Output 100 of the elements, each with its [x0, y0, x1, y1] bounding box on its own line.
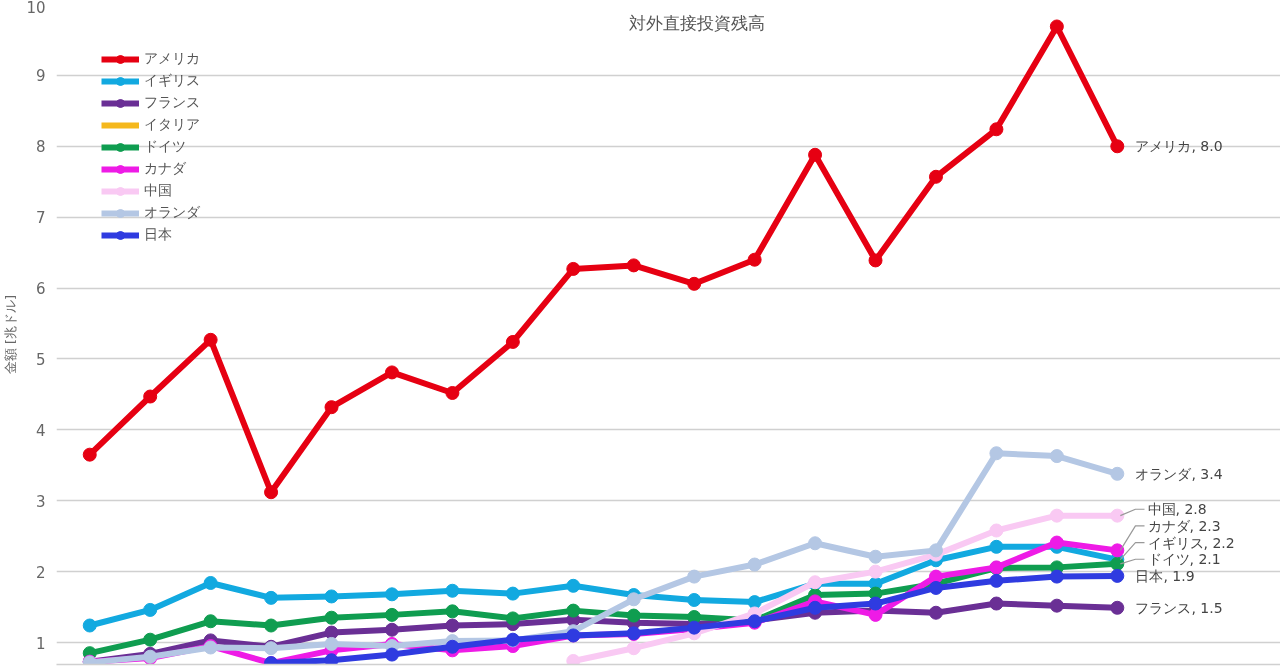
- point: [626, 258, 641, 273]
- point: [626, 592, 641, 607]
- text: 対外直接投資残高: [628, 12, 765, 33]
- y-tick-label: 6: [35, 280, 46, 299]
- point: [384, 587, 399, 602]
- y-tick-label: 8: [35, 138, 46, 157]
- point: [928, 605, 943, 620]
- y-tick-label: 1: [35, 634, 46, 653]
- point: [747, 557, 762, 572]
- legend-label: 中国: [144, 182, 172, 200]
- point: [445, 386, 460, 400]
- point: [264, 590, 279, 605]
- point: [505, 334, 520, 349]
- point: [445, 639, 460, 654]
- point: [445, 618, 460, 633]
- point: [989, 446, 1004, 461]
- point: [687, 569, 702, 584]
- point: [505, 586, 520, 601]
- data-label: ドイツ, 2.1: [1147, 551, 1221, 568]
- point: [324, 636, 339, 651]
- point: [384, 647, 399, 662]
- legend-label: カナダ: [144, 160, 186, 178]
- point: [1049, 449, 1064, 464]
- point: [808, 536, 823, 551]
- legend-label: オランダ: [144, 204, 200, 222]
- y-tick-label: 5: [35, 350, 46, 369]
- point: [1049, 508, 1064, 523]
- point: [384, 622, 399, 637]
- data-label: フランス, 1.5: [1135, 599, 1223, 616]
- legend-label: ドイツ: [144, 138, 186, 156]
- point: [264, 485, 279, 500]
- point: [384, 607, 399, 622]
- point: [1110, 543, 1125, 558]
- point: [687, 276, 702, 291]
- point: [747, 252, 762, 267]
- point: [989, 523, 1004, 538]
- point: [1110, 600, 1125, 615]
- point: [143, 389, 158, 404]
- point: [928, 580, 943, 595]
- legend-label: アメリカ: [144, 50, 200, 68]
- point: [1110, 466, 1125, 481]
- point: [687, 593, 702, 607]
- data-label: イギリス, 2.2: [1147, 534, 1235, 551]
- y-tick-label: 2: [35, 563, 46, 582]
- point: [928, 569, 943, 584]
- point: [626, 641, 641, 656]
- point: [989, 573, 1004, 588]
- point: [82, 447, 97, 462]
- y-axis-title: 金額 [兆ドル]: [3, 294, 19, 375]
- point: [203, 614, 218, 629]
- point: [1110, 568, 1125, 583]
- point: [989, 122, 1004, 137]
- point: [324, 610, 339, 625]
- point: [868, 596, 883, 611]
- point: [868, 549, 883, 564]
- point: [868, 253, 883, 268]
- point: [505, 611, 520, 626]
- point: [566, 653, 581, 665]
- point: [324, 400, 339, 415]
- data-label: オランダ, 3.4: [1135, 465, 1223, 482]
- point: [989, 596, 1004, 611]
- point: [1110, 508, 1125, 523]
- point: [324, 653, 339, 665]
- point: [928, 169, 943, 184]
- legend-label: イタリア: [144, 116, 200, 134]
- data-label: 中国, 2.8: [1147, 501, 1207, 518]
- point: [1110, 139, 1125, 154]
- point: [868, 607, 883, 622]
- point: [1049, 19, 1064, 34]
- point: [989, 539, 1004, 554]
- point: [1049, 535, 1064, 550]
- point: [203, 575, 218, 590]
- legend-label: フランス: [144, 94, 200, 112]
- point: [566, 261, 581, 276]
- y-tick-label: 3: [35, 492, 46, 511]
- point: [445, 604, 460, 619]
- point: [143, 632, 158, 647]
- y-tick-label: 4: [35, 421, 46, 440]
- point: [808, 147, 823, 162]
- point: [566, 578, 581, 593]
- legend-label: 日本: [144, 226, 172, 244]
- legend-label: イギリス: [144, 72, 200, 90]
- point: [143, 602, 158, 617]
- point: [808, 600, 823, 615]
- data-label: 日本, 1.9: [1135, 567, 1195, 584]
- point: [928, 543, 943, 558]
- point: [868, 564, 883, 579]
- y-tick-label: 10: [26, 0, 46, 17]
- data-label: カナダ, 2.3: [1147, 517, 1221, 534]
- point: [324, 589, 339, 604]
- point: [324, 625, 339, 640]
- point: [626, 608, 641, 623]
- point: [1049, 598, 1064, 613]
- point: [445, 583, 460, 598]
- point: [1049, 569, 1064, 584]
- point: [203, 332, 218, 347]
- point: [82, 618, 97, 633]
- point: [566, 603, 581, 618]
- y-tick-label: 7: [35, 209, 46, 228]
- y-tick-label: 9: [35, 67, 46, 86]
